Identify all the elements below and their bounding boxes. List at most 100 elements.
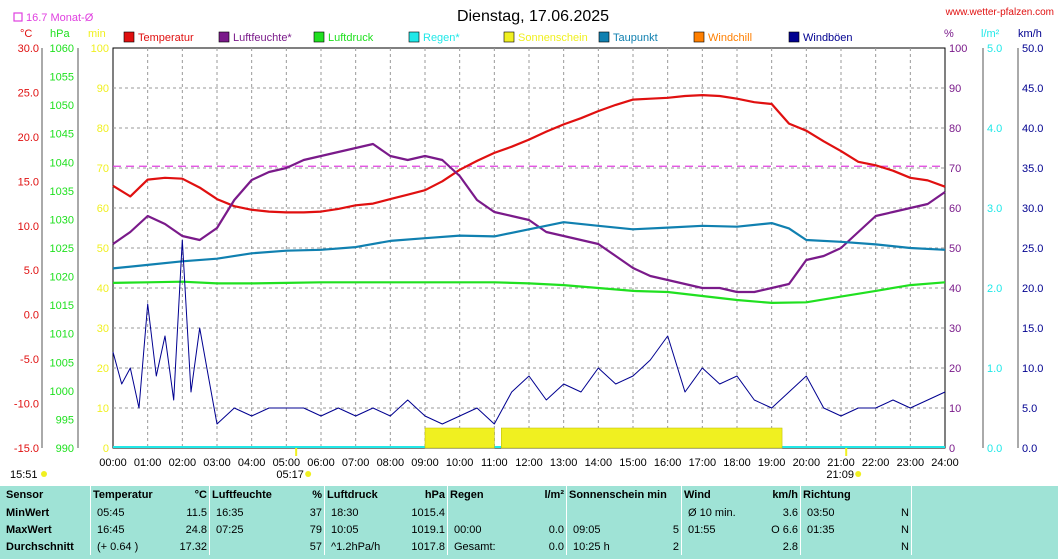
legend-entry: Windböen (803, 32, 853, 44)
temperature-tick-label: 30.0 (18, 43, 39, 55)
dewpoint-series-line (112, 221, 946, 270)
x-tick-label: 12:00 (515, 457, 543, 469)
header-humidity-unit: % (312, 489, 322, 501)
dir-value: N (901, 506, 909, 519)
minutes-tick-label: 40 (97, 283, 109, 295)
x-tick-label: 02:00 (169, 457, 197, 469)
sunshine-bar (424, 427, 495, 449)
pressure-tick-label: 1030 (50, 214, 74, 226)
wind-gust-series-line (112, 239, 946, 425)
hum-time: 16:35 (209, 504, 290, 521)
minutes-tick-label: 60 (97, 203, 109, 215)
minutes-tick-label: 100 (91, 43, 109, 55)
legend-swatch (218, 31, 230, 43)
x-tick-label: 19:00 (758, 457, 786, 469)
x-tick-label: 24:00 (931, 457, 959, 469)
x-tick-label: 03:00 (203, 457, 231, 469)
pressure-tick-label: 1040 (50, 157, 74, 169)
dir-time: 03:50 (800, 504, 877, 521)
legend-swatch (408, 31, 420, 43)
wind-unit-label: km/h (1018, 28, 1042, 40)
hum-value: 57 (309, 540, 322, 553)
header-sensor: Sensor (6, 489, 44, 501)
monthly-average-label: 16.7 Monat-Ø (26, 12, 94, 24)
sunshine-bar (501, 427, 783, 449)
wind-tick-label: 45.0 (1022, 83, 1043, 95)
x-tick-label: 00:00 (99, 457, 127, 469)
header-empty (911, 486, 1036, 504)
temperature-series-line (112, 93, 946, 214)
x-tick-label: 20:00 (793, 457, 821, 469)
pressure-series-line (112, 280, 946, 304)
press-time: ^1.2hPa/h (324, 538, 397, 555)
temperature-tick-label: 0.0 (24, 310, 39, 322)
press-value: 1019.1 (411, 523, 445, 536)
press-time: 18:30 (324, 504, 397, 521)
rain-tick-label: 5.0 (987, 43, 1002, 55)
rain-tick-label: 2.0 (987, 283, 1002, 295)
x-tick-label: 08:00 (377, 457, 405, 469)
statistics-panel: Sensor Temperatur °C Luftfeuchte % Luftd… (0, 486, 1058, 559)
header-rain-unit: l/m² (544, 489, 564, 501)
header-direction-value (877, 486, 912, 504)
rain-value: 0.0 (548, 540, 564, 553)
sunrise-label: 05:17 (276, 469, 304, 481)
temp-value: 24.8 (185, 523, 207, 536)
pressure-tick-label: 1000 (50, 386, 74, 398)
x-tick-label: 09:00 (411, 457, 439, 469)
header-wind: Wind (681, 486, 746, 504)
rain-time (447, 504, 520, 521)
minutes-unit-label: min (88, 28, 106, 40)
percent-tick-label: 10 (949, 403, 961, 415)
row-label: MaxWert (6, 523, 52, 536)
row-label: Durchschnitt (6, 540, 74, 553)
percent-tick-label: 20 (949, 363, 961, 375)
pressure-tick-label: 995 (56, 414, 74, 426)
x-tick-label: 23:00 (897, 457, 925, 469)
pressure-tick-label: 1010 (50, 329, 74, 341)
header-pressure-unit: hPa (424, 489, 445, 501)
temperature-unit-label: °C (20, 28, 32, 40)
minutes-tick-label: 70 (97, 163, 109, 175)
rain-tick-label: 3.0 (987, 203, 1002, 215)
percent-tick-label: 70 (949, 163, 961, 175)
temperature-tick-label: 15.0 (18, 176, 39, 188)
x-tick-label: 04:00 (238, 457, 266, 469)
percent-tick-label: 80 (949, 123, 961, 135)
minutes-tick-label: 10 (97, 403, 109, 415)
minutes-tick-label: 30 (97, 323, 109, 335)
pressure-tick-label: 1050 (50, 100, 74, 112)
header-wind-unit: km/h (772, 489, 798, 501)
minutes-tick-label: 50 (97, 243, 109, 255)
hum-time: 07:25 (209, 521, 290, 538)
sun-value: 5 (672, 523, 679, 536)
wind-tick-label: 30.0 (1022, 203, 1043, 215)
pressure-unit-label: hPa (50, 28, 70, 40)
x-tick-label: 22:00 (862, 457, 890, 469)
current-time-icon (41, 471, 47, 477)
pressure-tick-label: 1015 (50, 300, 74, 312)
wind-tick-label: 40.0 (1022, 123, 1043, 135)
percent-tick-label: 40 (949, 283, 961, 295)
x-tick-label: 13:00 (550, 457, 578, 469)
rain-time: 00:00 (447, 521, 520, 538)
temperature-tick-label: -5.0 (20, 354, 39, 366)
x-tick-label: 16:00 (654, 457, 682, 469)
rain-tick-label: 1.0 (987, 363, 1002, 375)
legend-swatch (788, 31, 800, 43)
minutes-tick-label: 90 (97, 83, 109, 95)
pressure-tick-label: 1025 (50, 243, 74, 255)
dir-value: N (901, 523, 909, 536)
hum-value: 37 (309, 506, 322, 519)
minutes-tick-label: 20 (97, 363, 109, 375)
rain-tick-label: 4.0 (987, 123, 1002, 135)
current-time-label: 15:51 (10, 469, 38, 481)
stats-row-max: MaxWert 16:45 24.8 07:25 79 10:05 1019.1… (0, 521, 1036, 538)
rain-unit-label: l/m² (981, 28, 1000, 40)
pressure-tick-label: 1055 (50, 72, 74, 84)
wind-time: Ø 10 min. (681, 504, 746, 521)
temp-time: 16:45 (90, 521, 167, 538)
legend-entry: Windchill (708, 32, 752, 44)
temp-time: 05:45 (90, 504, 167, 521)
pressure-tick-label: 990 (56, 443, 74, 455)
